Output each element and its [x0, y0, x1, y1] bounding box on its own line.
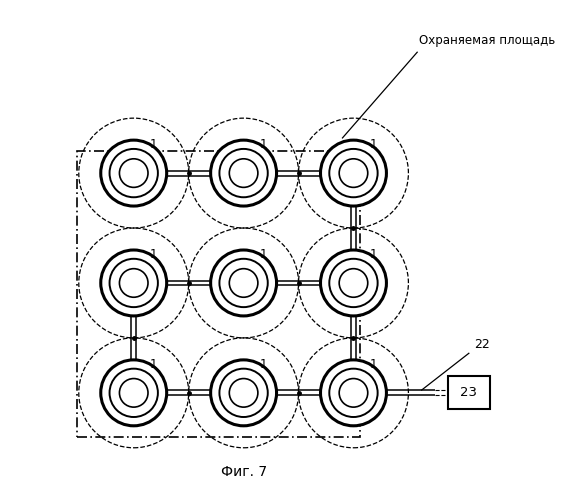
Circle shape — [229, 378, 258, 407]
Text: 1: 1 — [150, 358, 158, 371]
Circle shape — [339, 268, 368, 297]
Text: 1: 1 — [260, 138, 267, 151]
Text: 1: 1 — [369, 138, 377, 151]
Text: 1: 1 — [150, 248, 158, 261]
Circle shape — [320, 360, 387, 426]
Text: 1: 1 — [260, 248, 267, 261]
Text: 1: 1 — [369, 248, 377, 261]
Text: 23: 23 — [460, 386, 477, 400]
Circle shape — [211, 140, 276, 206]
Text: Охраняемая площадь: Охраняемая площадь — [419, 34, 556, 46]
Bar — [448, 376, 490, 410]
Circle shape — [101, 140, 167, 206]
Circle shape — [339, 159, 368, 188]
Circle shape — [211, 360, 276, 426]
Circle shape — [119, 378, 148, 407]
Text: 22: 22 — [474, 338, 490, 351]
Text: 1: 1 — [260, 358, 267, 371]
Text: 1: 1 — [369, 358, 377, 371]
Circle shape — [320, 140, 387, 206]
Circle shape — [119, 159, 148, 188]
Circle shape — [211, 250, 276, 316]
Bar — [77, 151, 360, 437]
Circle shape — [101, 360, 167, 426]
Circle shape — [339, 378, 368, 407]
Circle shape — [229, 159, 258, 188]
Text: 1: 1 — [150, 138, 158, 151]
Circle shape — [320, 250, 387, 316]
Circle shape — [101, 250, 167, 316]
Circle shape — [229, 268, 258, 297]
Circle shape — [119, 268, 148, 297]
Text: Фиг. 7: Фиг. 7 — [220, 465, 267, 479]
